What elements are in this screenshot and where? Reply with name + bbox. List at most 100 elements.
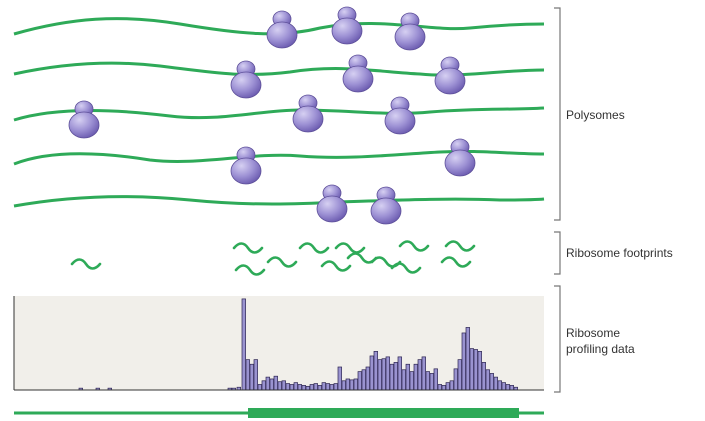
profile-bar [405, 363, 410, 391]
ribosome-footprints [70, 240, 476, 276]
profile-bar [397, 356, 402, 391]
ribosome [434, 56, 466, 95]
footprint-fragment [390, 262, 422, 274]
profile-bar [493, 376, 498, 391]
footprint-fragment [440, 256, 472, 268]
ribosome [266, 10, 298, 49]
profile-bar [465, 327, 470, 391]
bracket-profiling [554, 285, 561, 393]
profile-bar [373, 351, 378, 391]
gene-model [14, 408, 544, 418]
profile-bar [481, 362, 486, 391]
ribosome [370, 186, 402, 225]
profile-bar [477, 351, 482, 391]
profile-bar [241, 298, 246, 391]
profile-bar [329, 384, 334, 391]
profiling-chart [13, 296, 544, 391]
profile-bar [297, 384, 302, 391]
footprint-fragment [232, 242, 264, 254]
profile-bar [485, 369, 490, 391]
profile-bar [413, 363, 418, 391]
ribosome [384, 96, 416, 135]
profile-bar [381, 358, 386, 391]
profile-bar [469, 348, 474, 391]
profile-bar [361, 369, 366, 391]
profile-bar [273, 375, 278, 391]
profile-bar [437, 384, 442, 391]
label-polysomes: Polysomes [566, 108, 625, 122]
chart-bars [78, 298, 518, 391]
ribosome [331, 6, 363, 45]
profile-bar [441, 385, 446, 391]
footprint-fragment [298, 242, 330, 254]
profile-bar [501, 382, 506, 391]
profile-bar [353, 378, 358, 391]
profile-bar [261, 380, 266, 391]
footprint-fragment [70, 258, 102, 270]
footprint-fragment [266, 256, 298, 268]
ribosome [342, 54, 374, 93]
profile-bar [409, 371, 414, 391]
profile-bar [457, 359, 462, 391]
bracket-footprints [554, 231, 561, 275]
profile-bar [337, 366, 342, 391]
mrna-strand [13, 61, 545, 77]
ribosome [316, 184, 348, 223]
profile-bar [293, 382, 298, 391]
profile-bar [497, 380, 502, 391]
profile-bar [277, 381, 282, 391]
profile-bar [453, 368, 458, 391]
profile-bar [449, 380, 454, 391]
footprint-fragment [398, 240, 430, 252]
profile-bar [489, 373, 494, 391]
profile-bar [301, 385, 306, 391]
profile-bar [257, 384, 262, 391]
profile-bar [357, 371, 362, 391]
ribosome [230, 146, 262, 185]
label-profiling-line1: Ribosome [566, 326, 621, 340]
profile-bar [401, 369, 406, 391]
footprint-fragment [234, 264, 266, 276]
profile-bar [249, 363, 254, 391]
ribosomes [68, 6, 476, 225]
profile-bar [417, 359, 422, 391]
profile-bar [309, 384, 314, 391]
bracket-polysomes [554, 7, 561, 221]
ribosome [230, 60, 262, 99]
profile-bar [385, 356, 390, 391]
ribosome [292, 94, 324, 133]
label-ribosome-footprints: Ribosome footprints [566, 246, 673, 260]
section-brackets [554, 7, 561, 393]
profile-bar [333, 383, 338, 391]
profile-bar [349, 379, 354, 391]
profile-bar [509, 385, 514, 391]
profile-bar [433, 368, 438, 391]
profile-bar [365, 366, 370, 391]
coding-region-box [248, 408, 519, 418]
profile-bar [341, 380, 346, 391]
ribosome [394, 12, 426, 51]
profile-bar [285, 383, 290, 391]
footprint-fragment [444, 240, 476, 252]
profile-bar [505, 384, 510, 391]
profile-bar [421, 356, 426, 391]
footprint-fragment [334, 242, 366, 254]
profile-bar [389, 363, 394, 391]
profile-bar [265, 376, 270, 391]
footprint-fragment [320, 260, 352, 272]
profile-bar [425, 371, 430, 391]
profile-bar [445, 382, 450, 391]
profile-bar [281, 380, 286, 391]
profile-bar [345, 378, 350, 391]
profile-bar [289, 384, 294, 391]
ribosome [444, 138, 476, 177]
profile-bar [313, 383, 318, 391]
profile-bar [253, 359, 258, 391]
profile-bar [369, 355, 374, 391]
profile-bar [377, 359, 382, 391]
ribosome [68, 100, 100, 139]
profile-bar [269, 378, 274, 391]
profile-bar [461, 332, 466, 391]
label-profiling-line2: profiling data [566, 342, 635, 356]
profile-bar [473, 349, 478, 391]
